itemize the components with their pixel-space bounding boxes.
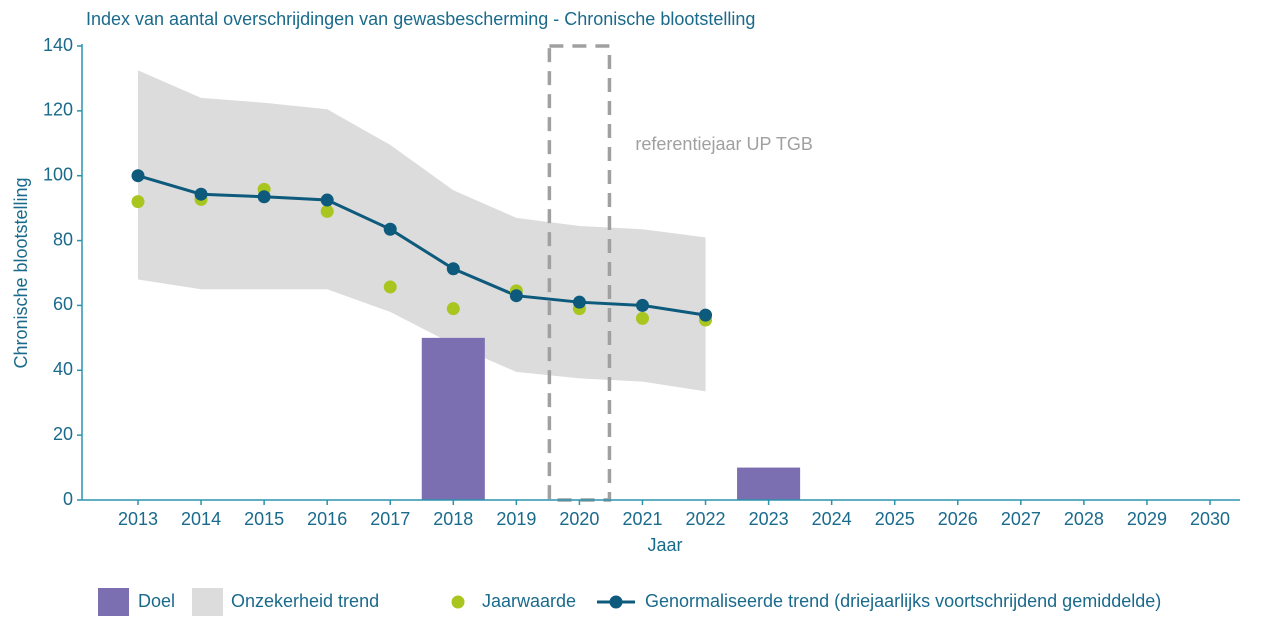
x-tick-label: 2026: [938, 509, 978, 529]
trend-point: [320, 193, 334, 207]
trend-point: [194, 187, 208, 201]
x-tick-label: 2014: [181, 509, 221, 529]
legend-label: Onzekerheid trend: [231, 591, 379, 611]
x-tick-label: 2016: [307, 509, 347, 529]
x-axis-label: Jaar: [647, 535, 682, 555]
annotation: referentiejaar UP TGB: [635, 134, 812, 154]
trend-point: [131, 169, 145, 183]
x-tick-label: 2030: [1190, 509, 1230, 529]
y-tick-label: 20: [53, 424, 73, 444]
point: [446, 302, 460, 316]
trend-point: [635, 298, 649, 312]
x-tick-label: 2018: [433, 509, 473, 529]
trend-point: [446, 262, 460, 276]
x-tick-label: 2017: [370, 509, 410, 529]
trend-point: [699, 308, 713, 322]
legend-key: [609, 595, 623, 609]
legend-label: Jaarwaarde: [482, 591, 576, 611]
trend-point: [383, 222, 397, 236]
legend-key: [192, 588, 223, 616]
y-axis-label: Chronische blootstelling: [11, 177, 31, 368]
x-tick-label: 2013: [118, 509, 158, 529]
trend-point: [572, 295, 586, 309]
x-tick-label: 2029: [1127, 509, 1167, 529]
bar: [421, 337, 485, 500]
y-tick-label: 140: [43, 35, 73, 55]
point: [131, 195, 145, 209]
x-tick-label: 2020: [559, 509, 599, 529]
bar: [737, 467, 801, 500]
point: [383, 280, 397, 294]
x-tick-label: 2027: [1001, 509, 1041, 529]
x-tick-label: 2019: [496, 509, 536, 529]
legend-key: [451, 595, 465, 609]
y-tick-label: 100: [43, 164, 73, 184]
uncertainty-band: [138, 70, 706, 392]
y-tick-label: 80: [53, 229, 73, 249]
x-tick-label: 2015: [244, 509, 284, 529]
chart-title: Index van aantal overschrijdingen van ge…: [86, 9, 755, 29]
y-tick-label: 0: [63, 489, 73, 509]
x-tick-label: 2028: [1064, 509, 1104, 529]
x-tick-label: 2025: [875, 509, 915, 529]
x-tick-label: 2023: [749, 509, 789, 529]
trend-point: [257, 190, 271, 204]
x-tick-label: 2022: [686, 509, 726, 529]
trend-point: [509, 289, 523, 303]
y-tick-label: 120: [43, 100, 73, 120]
x-tick-label: 2024: [812, 509, 852, 529]
legend-label: Genormaliseerde trend (driejaarlijks voo…: [645, 591, 1161, 611]
point: [635, 311, 649, 325]
reference-box: [547, 44, 612, 502]
trend-line: [137, 174, 706, 317]
point: [320, 204, 334, 218]
x-tick-label: 2021: [622, 509, 662, 529]
y-tick-label: 40: [53, 359, 73, 379]
y-tick-label: 60: [53, 294, 73, 314]
legend-key: [98, 588, 129, 616]
legend-label: Doel: [138, 591, 175, 611]
